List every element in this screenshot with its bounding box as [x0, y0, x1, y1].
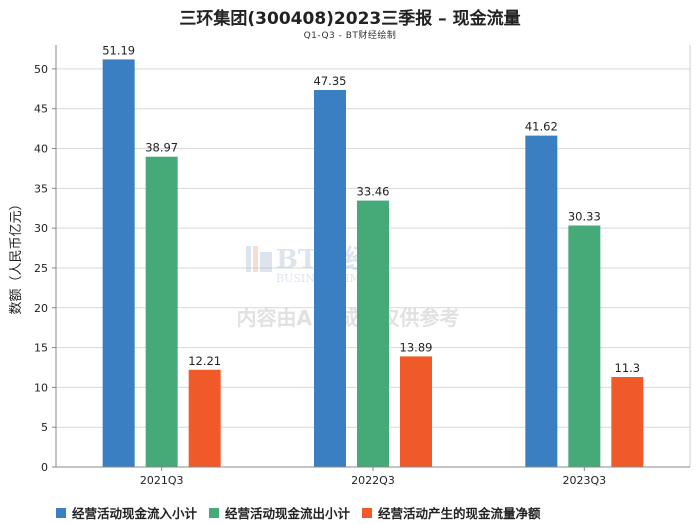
y-tick-label: 50	[34, 63, 48, 76]
bar	[145, 156, 178, 467]
y-tick-label: 35	[34, 182, 48, 195]
bar	[611, 377, 644, 467]
y-tick-label: 15	[34, 342, 48, 355]
legend-label: 经营活动产生的现金流量净额	[378, 506, 541, 521]
watermark-logo-bar-1	[246, 246, 251, 272]
data-label: 38.97	[145, 141, 178, 155]
legend-item: 经营活动产生的现金流量净额	[362, 503, 541, 522]
y-tick-label: 0	[41, 461, 48, 474]
watermark-logo-bar-2	[253, 246, 258, 272]
y-tick-label: 25	[34, 262, 48, 275]
chart-title: 三环集团(300408)2023三季报 – 现金流量	[179, 9, 521, 29]
bar	[568, 225, 601, 467]
data-label: 41.62	[525, 120, 558, 134]
bar	[188, 369, 221, 467]
y-tick-label: 10	[34, 381, 48, 394]
legend-item: 经营活动现金流入小计	[56, 503, 197, 522]
y-axis-label: 数额（人民币亿元）	[9, 197, 24, 314]
legend: 经营活动现金流入小计 经营活动现金流出小计 经营活动产生的现金流量净额	[56, 503, 541, 522]
bar	[102, 59, 135, 468]
legend-swatch	[362, 507, 373, 518]
axes: 0 5 10 15 20 25 30 35 40 45 50 2021Q3 2022Q3 2023Q3	[34, 45, 691, 487]
watermark-notice: 内容由AI生成，仅供参考	[237, 306, 460, 330]
legend-swatch	[209, 507, 220, 518]
bar	[400, 356, 432, 467]
watermark: BT财经 BUSINESSTIMES 内容由AI生成，仅供参考	[237, 244, 460, 330]
bar	[314, 89, 346, 468]
x-tick-label: 2022Q3	[351, 474, 395, 487]
legend-swatch	[56, 507, 66, 518]
data-label: 51.19	[102, 43, 135, 57]
x-tick-label: 2023Q3	[563, 474, 607, 487]
data-label: 33.46	[357, 185, 390, 199]
data-label: 13.89	[400, 340, 433, 354]
chart-subtitle: Q1-Q3 - BT财经绘制	[303, 31, 397, 41]
x-tick-label: 2021Q3	[140, 474, 184, 487]
data-label: 30.33	[568, 210, 601, 224]
bars: 51.19 38.97 12.21 47.35 33.46 13.89 41.62 30.33…	[102, 43, 644, 468]
data-label: 12.21	[188, 354, 221, 368]
bar	[525, 135, 558, 467]
watermark-logo-bar-3	[260, 252, 272, 272]
legend-label: 经营活动现金流出小计	[225, 506, 351, 521]
data-label: 11.3	[615, 361, 641, 375]
bar	[357, 200, 389, 467]
y-tick-label: 30	[34, 222, 48, 235]
legend-label: 经营活动现金流入小计	[72, 506, 198, 521]
data-label: 47.35	[314, 74, 347, 88]
y-tick-label: 45	[34, 103, 48, 116]
y-tick-label: 5	[41, 421, 48, 434]
y-tick-label: 20	[34, 302, 48, 315]
y-tick-label: 40	[34, 143, 48, 156]
legend-item: 经营活动现金流出小计	[209, 503, 350, 522]
